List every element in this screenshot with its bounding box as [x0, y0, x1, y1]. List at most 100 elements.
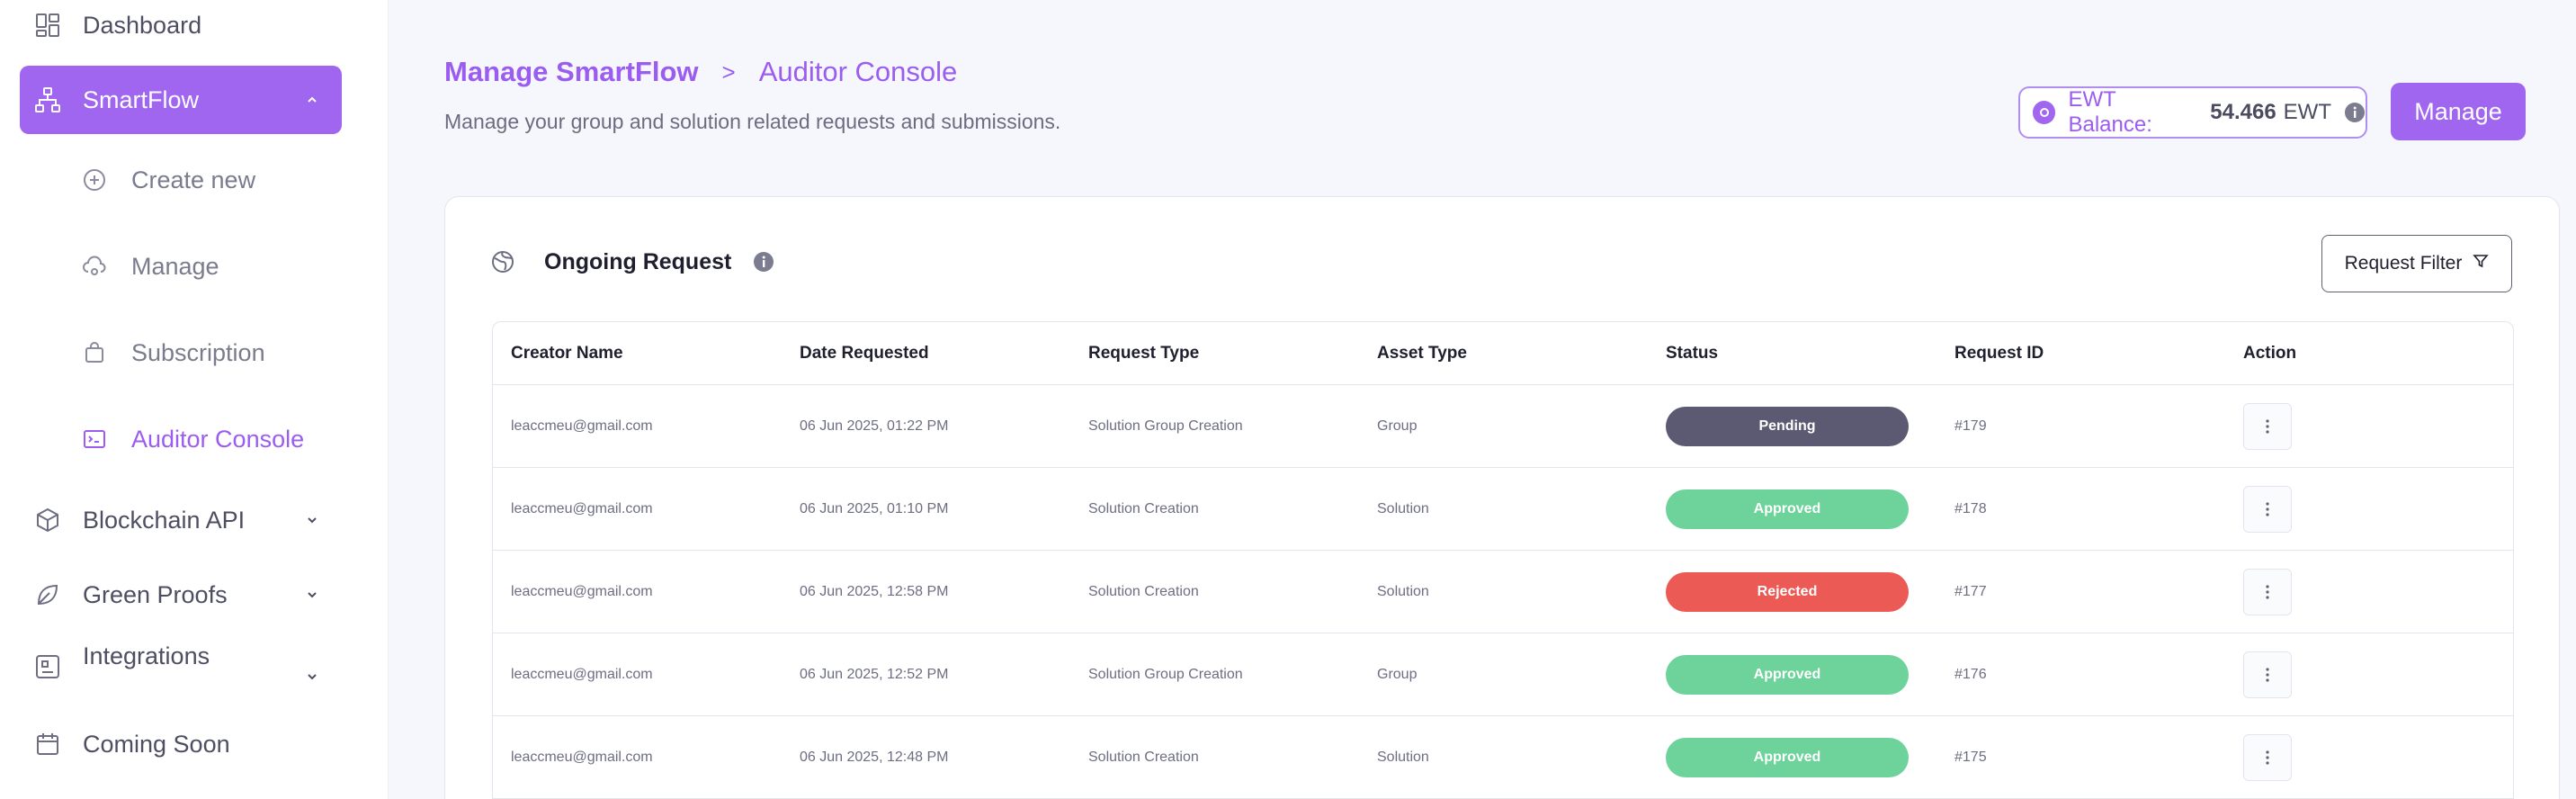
- request-id: #177: [1954, 583, 1987, 599]
- request-id: #176: [1954, 666, 1987, 682]
- table-row: leaccmeu@gmail.com 06 Jun 2025, 12:58 PM…: [493, 551, 2513, 633]
- asset-type: Group: [1377, 666, 1418, 682]
- globe-icon: [490, 249, 515, 274]
- ewt-balance-label: EWT Balance:: [2068, 87, 2152, 137]
- sidebar-item-integrations[interactable]: Integrations: [20, 635, 342, 704]
- sidebar-subitem-label: Auditor Console: [131, 425, 305, 453]
- flow-icon: [32, 85, 63, 115]
- request-filter-label: Request Filter: [2344, 253, 2463, 274]
- sidebar-subitem-label: Subscription: [131, 338, 265, 366]
- table-header: Creator Name Date Requested Request Type…: [493, 322, 2513, 385]
- cloud-gear-icon: [81, 253, 108, 280]
- asset-type: Solution: [1377, 500, 1429, 516]
- sidebar-subitem-label: Manage: [131, 252, 219, 280]
- asset-type: Solution: [1377, 583, 1429, 599]
- creator-name: leaccmeu@gmail.com: [511, 417, 653, 434]
- request-id: #179: [1954, 417, 1987, 434]
- console-icon: [81, 426, 108, 453]
- table-row: leaccmeu@gmail.com 06 Jun 2025, 01:22 PM…: [493, 385, 2513, 468]
- column-header: Status: [1666, 343, 1719, 363]
- request-type: Solution Creation: [1088, 500, 1199, 516]
- sidebar-item-label: Blockchain API: [83, 506, 246, 534]
- more-vertical-icon: [2266, 501, 2269, 516]
- requests-table: Creator Name Date Requested Request Type…: [492, 321, 2514, 799]
- creator-name: leaccmeu@gmail.com: [511, 666, 653, 682]
- ewt-coin-icon: [2033, 101, 2056, 124]
- column-header: Request Type: [1088, 343, 1200, 363]
- plus-circle-icon: [81, 166, 108, 193]
- breadcrumb: Manage SmartFlow > Auditor Console: [444, 56, 957, 88]
- asset-type: Group: [1377, 417, 1418, 434]
- request-filter-button[interactable]: Request Filter: [2321, 235, 2512, 292]
- more-vertical-icon: [2266, 667, 2269, 682]
- row-action-button[interactable]: [2243, 651, 2292, 698]
- request-id: #175: [1954, 749, 1987, 765]
- status-badge: Approved: [1666, 654, 1909, 695]
- sidebar-item-coming-soon[interactable]: Coming Soon: [20, 710, 342, 778]
- row-action-button[interactable]: [2243, 733, 2292, 781]
- breadcrumb-root[interactable]: Manage SmartFlow: [444, 56, 699, 87]
- sidebar-item-label: SmartFlow: [83, 85, 200, 113]
- date-requested: 06 Jun 2025, 01:10 PM: [800, 500, 949, 516]
- status-badge: Approved: [1666, 737, 1909, 777]
- sidebar-item-green-proofs[interactable]: Green Proofs: [20, 561, 342, 629]
- more-vertical-icon: [2266, 584, 2269, 599]
- date-requested: 06 Jun 2025, 12:58 PM: [800, 583, 949, 599]
- calendar-icon: [32, 729, 63, 759]
- ongoing-request-card: Ongoing Request Request Filter Creator N…: [444, 196, 2560, 799]
- sidebar-item-blockchain-api[interactable]: Blockchain API: [20, 486, 342, 554]
- breadcrumb-separator: >: [721, 58, 736, 85]
- chevron-down-icon[interactable]: [302, 585, 322, 605]
- breadcrumb-current: Auditor Console: [758, 56, 958, 87]
- column-header: Asset Type: [1377, 343, 1467, 363]
- request-type: Solution Group Creation: [1088, 417, 1243, 434]
- sidebar: Dashboard SmartFlow Create new Manage Su…: [0, 0, 389, 799]
- sidebar-subitem-manage[interactable]: Manage: [81, 239, 219, 293]
- more-vertical-icon: [2266, 750, 2269, 765]
- info-icon[interactable]: [2344, 102, 2366, 123]
- more-vertical-icon: [2266, 418, 2269, 434]
- sidebar-item-smartflow[interactable]: SmartFlow: [20, 66, 342, 134]
- sidebar-subitem-subscription[interactable]: Subscription: [81, 326, 265, 380]
- sidebar-item-dashboard[interactable]: Dashboard: [20, 0, 342, 59]
- chevron-down-icon[interactable]: [302, 510, 322, 530]
- chevron-down-icon[interactable]: [302, 667, 322, 687]
- table-row: leaccmeu@gmail.com 06 Jun 2025, 12:52 PM…: [493, 633, 2513, 716]
- column-header: Date Requested: [800, 343, 929, 363]
- sidebar-item-label: Integrations: [83, 642, 210, 669]
- integrations-icon: [32, 651, 63, 682]
- chevron-up-icon[interactable]: [302, 90, 322, 110]
- bag-icon: [81, 339, 108, 366]
- asset-type: Solution: [1377, 749, 1429, 765]
- request-type: Solution Group Creation: [1088, 666, 1243, 682]
- sidebar-item-label: Dashboard: [83, 11, 202, 39]
- column-header: Request ID: [1954, 343, 2044, 363]
- status-badge: Pending: [1666, 406, 1909, 446]
- info-icon[interactable]: [753, 251, 774, 273]
- creator-name: leaccmeu@gmail.com: [511, 583, 653, 599]
- dashboard-icon: [32, 10, 63, 40]
- date-requested: 06 Jun 2025, 12:52 PM: [800, 666, 949, 682]
- status-badge: Rejected: [1666, 571, 1909, 612]
- ewt-balance-amount: 54.466: [2210, 100, 2276, 124]
- creator-name: leaccmeu@gmail.com: [511, 749, 653, 765]
- card-title: Ongoing Request: [544, 249, 732, 274]
- page-subtitle: Manage your group and solution related r…: [444, 110, 1061, 133]
- request-type: Solution Creation: [1088, 583, 1199, 599]
- manage-button[interactable]: Manage: [2391, 83, 2526, 140]
- sidebar-subitem-create-new[interactable]: Create new: [81, 153, 255, 207]
- table-row: leaccmeu@gmail.com 06 Jun 2025, 01:10 PM…: [493, 468, 2513, 551]
- leaf-icon: [32, 579, 63, 610]
- row-action-button[interactable]: [2243, 485, 2292, 533]
- table-row: leaccmeu@gmail.com 06 Jun 2025, 12:48 PM…: [493, 716, 2513, 799]
- request-id: #178: [1954, 500, 1987, 516]
- cube-icon: [32, 505, 63, 535]
- request-type: Solution Creation: [1088, 749, 1199, 765]
- column-header: Creator Name: [511, 343, 623, 363]
- filter-icon: [2473, 253, 2490, 274]
- sidebar-subitem-label: Create new: [131, 166, 256, 193]
- row-action-button[interactable]: [2243, 568, 2292, 615]
- sidebar-subitem-auditor-console[interactable]: Auditor Console: [81, 412, 304, 466]
- row-action-button[interactable]: [2243, 402, 2292, 450]
- ewt-balance: EWT Balance: 54.466 EWT: [2018, 86, 2367, 139]
